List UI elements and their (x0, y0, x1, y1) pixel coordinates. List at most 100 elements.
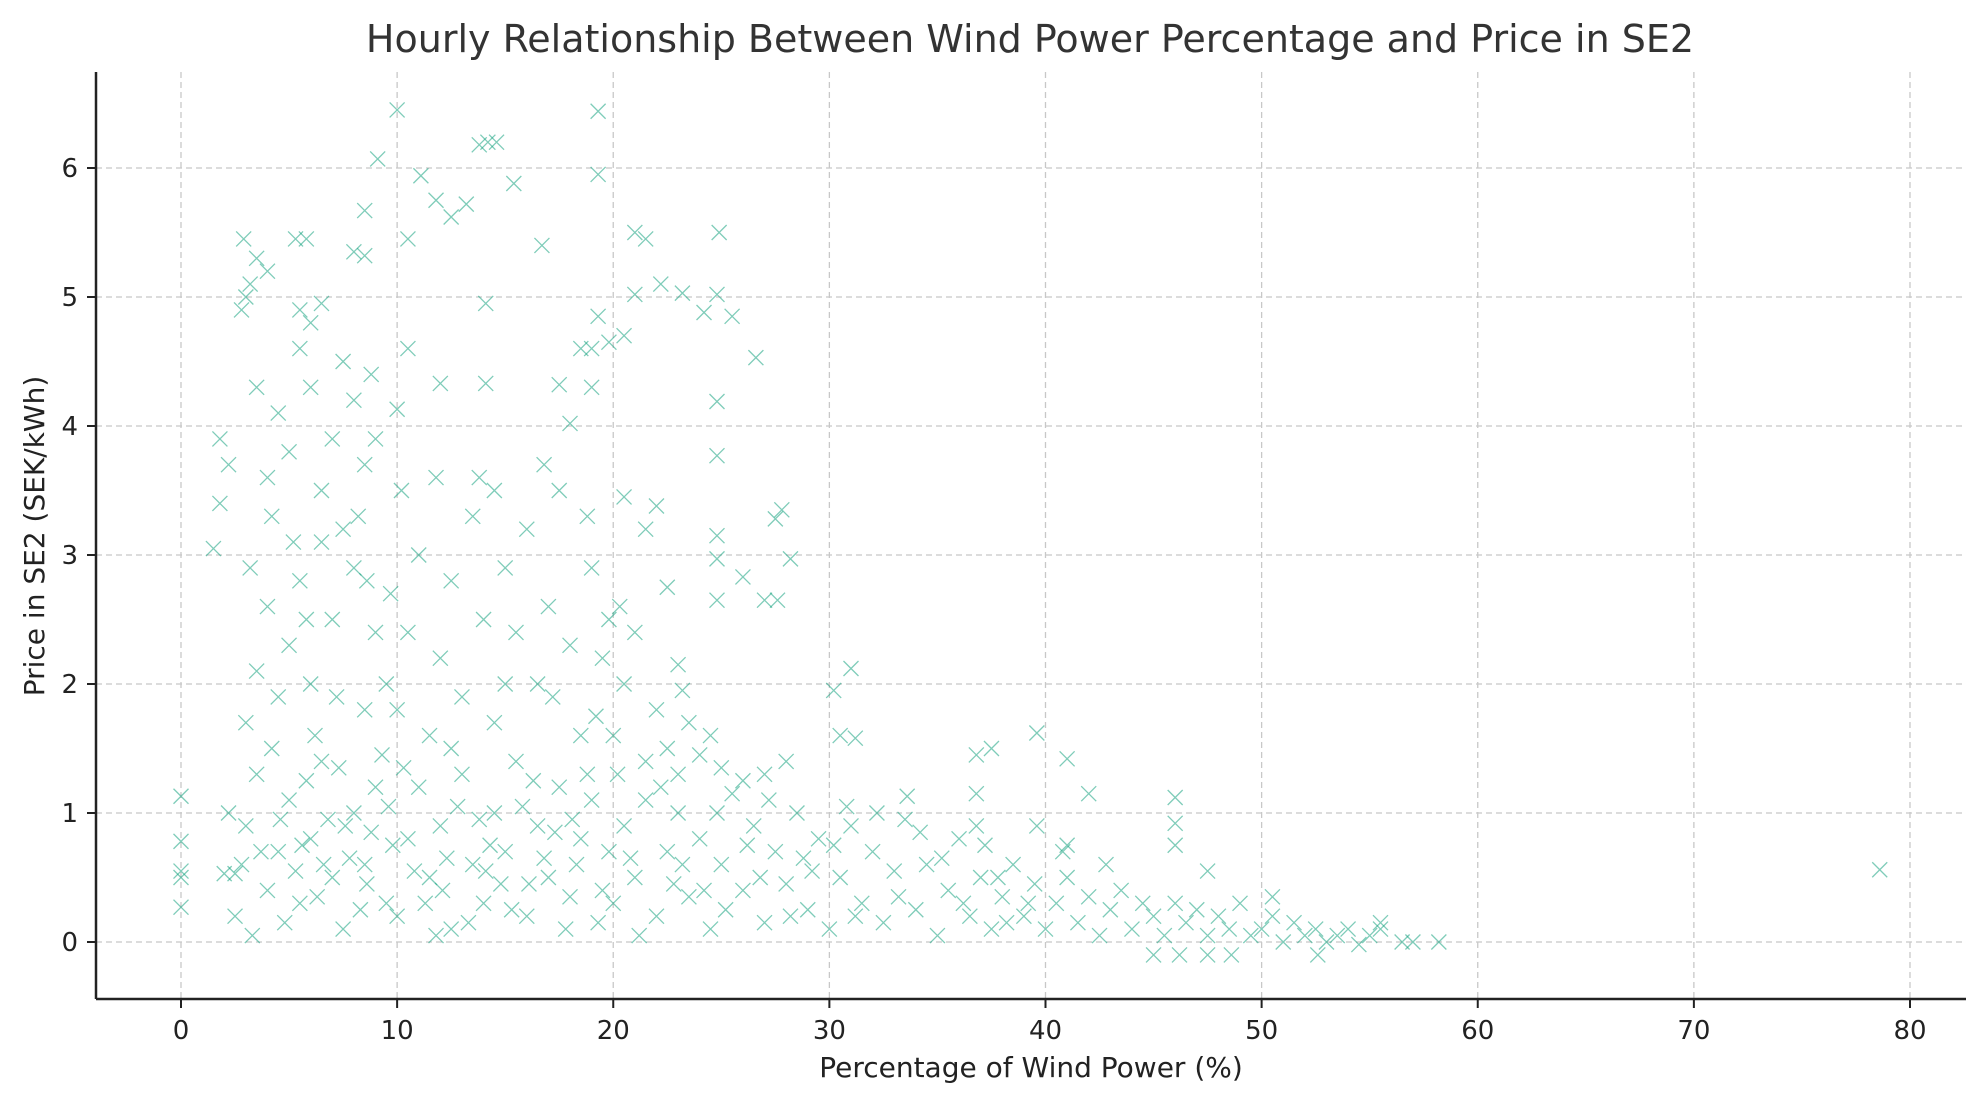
data-point (248, 663, 265, 680)
y-tick-label: 4 (61, 412, 78, 442)
data-point (637, 753, 654, 770)
data-point (674, 856, 691, 873)
data-point (1113, 882, 1130, 899)
data-point (734, 882, 751, 899)
data-point (897, 811, 913, 828)
data-point (443, 209, 460, 225)
data-point (443, 740, 460, 757)
data-point (1167, 895, 1184, 912)
data-point (605, 895, 622, 912)
data-point (477, 375, 494, 392)
data-point (294, 837, 310, 854)
data-point (756, 914, 773, 931)
data-point (233, 301, 250, 318)
y-tick-label: 6 (61, 154, 78, 184)
data-point (220, 805, 237, 821)
data-point (475, 611, 492, 628)
data-point (287, 863, 304, 880)
data-point (1394, 934, 1411, 950)
data-point (514, 798, 531, 815)
data-point (724, 308, 741, 325)
data-point (529, 817, 546, 834)
data-point (648, 498, 665, 514)
data-point (600, 334, 617, 351)
data-point (1199, 927, 1216, 944)
data-point (847, 730, 864, 747)
data-point (912, 824, 929, 841)
data-point (475, 895, 492, 912)
data-point (505, 175, 522, 192)
data-point (989, 869, 1006, 886)
data-point (562, 637, 578, 654)
data-point (1091, 927, 1108, 944)
data-point (233, 856, 250, 873)
data-point (281, 443, 298, 460)
data-point (648, 701, 665, 718)
data-point (1199, 863, 1216, 880)
data-point (1253, 921, 1270, 938)
data-point (890, 888, 907, 905)
data-point (367, 624, 384, 641)
data-point (367, 430, 384, 447)
data-point (1242, 927, 1259, 944)
data-point (529, 676, 546, 692)
data-point (1871, 861, 1888, 878)
data-point (367, 779, 384, 796)
data-point (428, 469, 444, 486)
data-point (810, 830, 827, 847)
data-point (832, 869, 849, 886)
data-point (421, 727, 438, 744)
data-point (363, 366, 380, 383)
data-point (600, 611, 617, 628)
data-point (345, 392, 362, 409)
data-point (769, 592, 786, 609)
data-point (324, 430, 341, 447)
data-point (579, 508, 596, 525)
data-point (1372, 914, 1389, 931)
data-point (1167, 837, 1184, 854)
data-point (825, 682, 842, 699)
data-point (477, 863, 494, 880)
data-point (1264, 908, 1281, 925)
data-point (1054, 843, 1071, 860)
data-point (173, 833, 189, 850)
data-point (421, 869, 438, 886)
data-point (345, 243, 362, 260)
data-point (847, 908, 864, 925)
data-point (1123, 921, 1140, 938)
data-point (313, 295, 330, 312)
data-point (438, 850, 455, 867)
data-point (1167, 789, 1184, 806)
data-point (298, 230, 315, 247)
data-point (1307, 921, 1324, 938)
data-point (1028, 725, 1045, 741)
data-point (399, 230, 416, 247)
data-point (691, 830, 708, 847)
data-point (1145, 946, 1162, 963)
data-point (315, 856, 332, 873)
data-point (670, 656, 687, 673)
data-point (533, 237, 550, 254)
data-point (497, 559, 514, 576)
data-point (291, 895, 308, 912)
data-point (696, 304, 712, 321)
data-point (1199, 946, 1216, 963)
data-point (211, 430, 228, 447)
data-point (760, 792, 777, 809)
data-point (1020, 895, 1037, 912)
x-tick-label: 70 (1677, 1016, 1710, 1046)
data-point (1210, 908, 1227, 925)
data-point (745, 817, 762, 834)
data-point (886, 863, 903, 880)
data-point (709, 393, 725, 410)
data-point (313, 482, 330, 499)
data-point (680, 888, 697, 905)
data-point (616, 327, 633, 344)
data-point (263, 740, 280, 757)
data-point (562, 888, 578, 905)
data-point (1286, 914, 1302, 931)
data-point (1264, 888, 1281, 905)
data-point (320, 811, 336, 828)
data-point (637, 521, 654, 538)
